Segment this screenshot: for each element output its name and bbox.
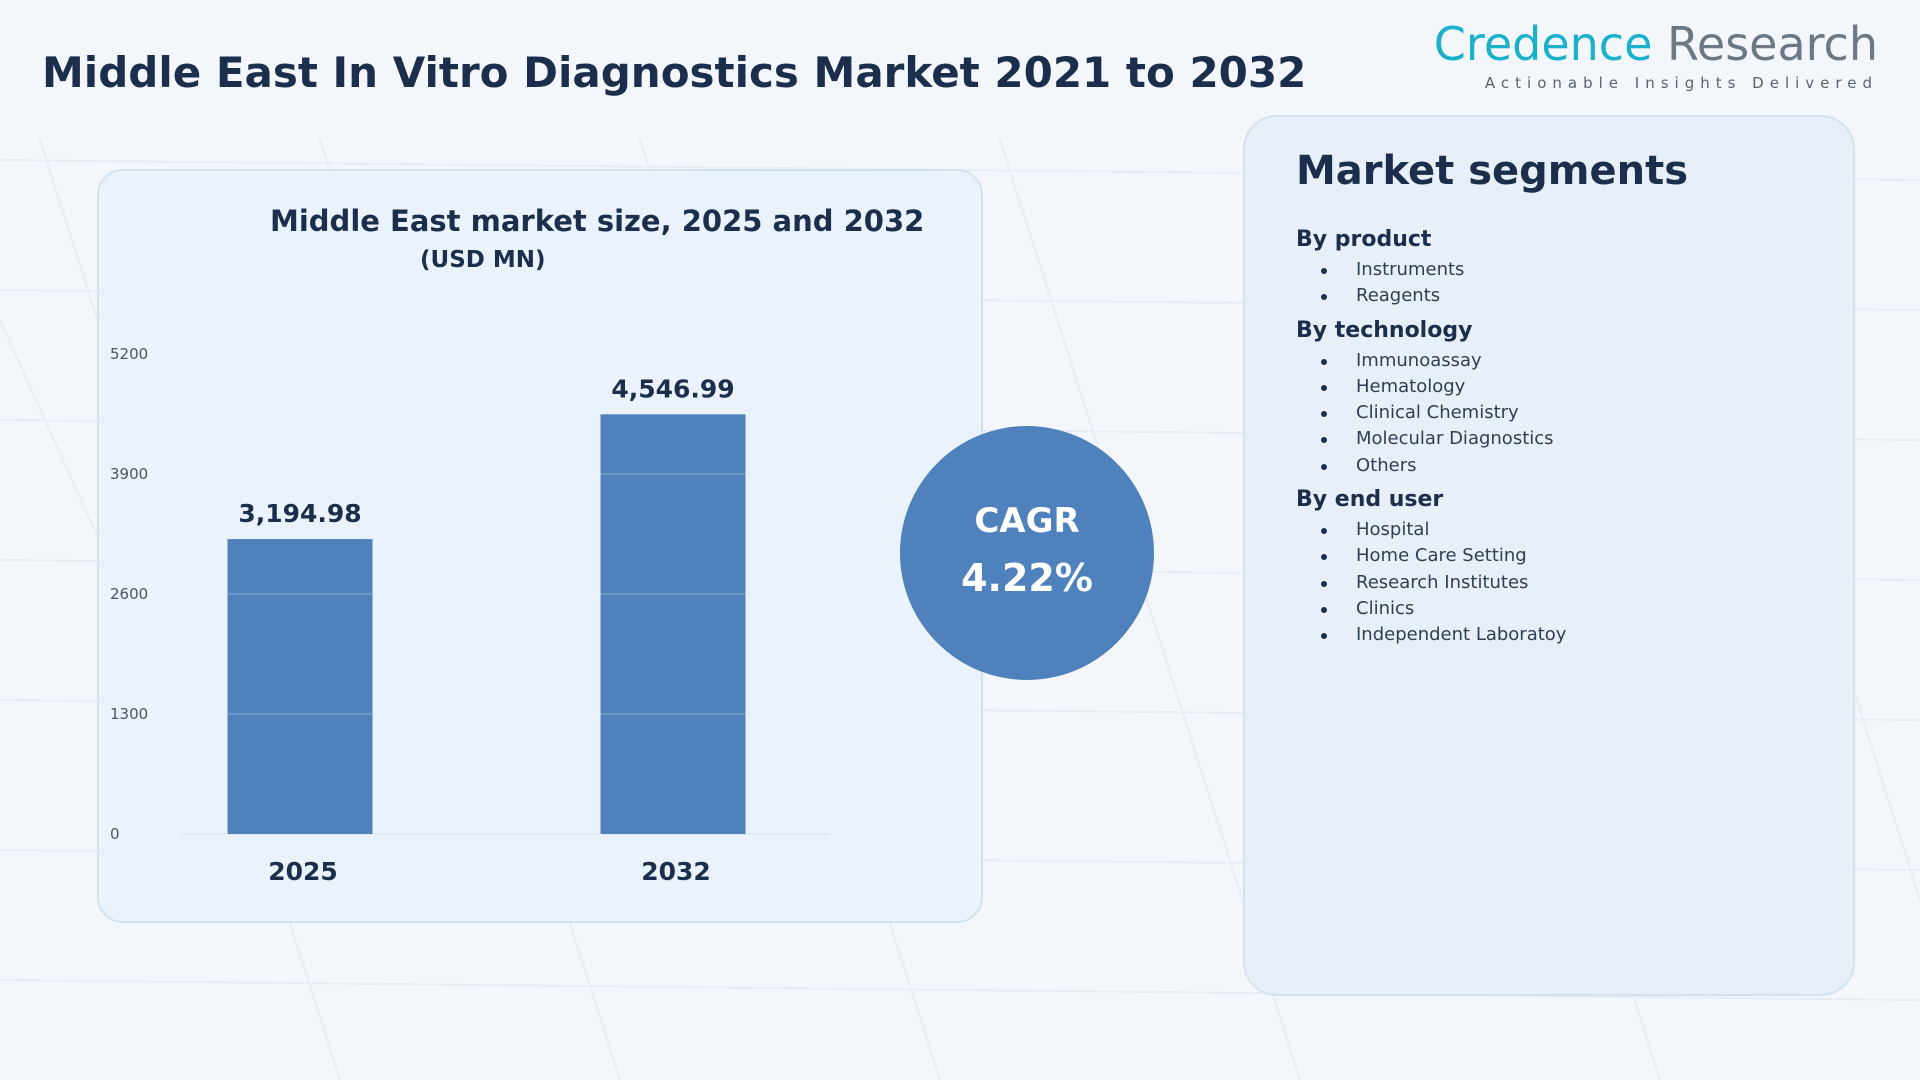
bullet-icon [1321,554,1327,561]
bar-value-label: 4,546.99 [611,374,734,403]
cagr-label: CAGR [974,501,1080,541]
segment-item: Home Care Setting [1296,543,1836,569]
segment-item: Others [1296,453,1836,479]
segment-group-title: By end user [1296,487,1444,513]
bullet-icon [1321,463,1327,470]
logo-name-part1: Credence [1433,17,1653,71]
segment-items: Instruments Reagents [1296,257,1836,310]
segment-item: Molecular Diagnostics [1296,426,1836,452]
bullet-icon [1321,606,1327,613]
bullet-icon [1321,411,1327,418]
label-layer: 0 1300 2600 3900 5200 3,194.98 2025 4,546.99 203… [110,345,735,886]
y-tick-label: 0 [110,825,120,843]
y-tick-label: 1300 [110,705,148,723]
segment-item-label: Molecular Diagnostics [1356,428,1554,450]
segment-items: Immunoassay Hematology Clinical Chemistr… [1296,348,1836,479]
segment-item-label: Clinical Chemistry [1356,402,1519,424]
segment-item-label: Hematology [1356,375,1466,397]
segment-item-label: Independent Laboratoy [1356,624,1567,646]
segment-item-label: Others [1356,454,1417,476]
segment-item: Research Institutes [1296,570,1836,596]
y-tick-label: 3900 [110,465,148,483]
segments-title: Market segments [1296,148,1689,194]
y-tick-label: 5200 [110,345,148,363]
logo-wordmark: Credence Research [1434,18,1878,70]
bullet-icon [1321,358,1327,365]
logo-tagline: Actionable Insights Delivered [1484,74,1878,92]
segments-card [1243,115,1855,996]
segment-item-label: Reagents [1356,285,1441,307]
segment-item-label: Hospital [1356,519,1430,541]
segment-item: Clinics [1296,596,1836,622]
segment-item: Immunoassay [1296,348,1836,374]
bullet-icon [1321,580,1327,587]
logo-name-part2: Research [1667,17,1878,71]
bullet-icon [1321,268,1327,274]
bullet-icon [1321,294,1327,301]
segment-item-label: Research Institutes [1356,571,1529,593]
page-title: Middle East In Vitro Diagnostics Market … [42,48,1307,97]
segment-group-product: By product Instruments Reagents [1296,225,1836,310]
bullet-icon [1321,384,1327,391]
chart-title: Middle East market size, 2025 and 2032 [270,204,925,238]
segment-items: Hospital Home Care Setting Research Inst… [1296,517,1836,648]
cagr-badge: CAGR 4.22% [900,426,1154,680]
bar-2025 [227,539,373,834]
segment-group-technology: By technology Immunoassay Hematology Cli… [1296,316,1836,479]
segment-group-title: By product [1296,227,1432,252]
segments-list: By product Instruments Reagents By techn… [1296,225,1836,655]
segment-item: Independent Laboratoy [1296,622,1836,648]
bullet-icon [1321,528,1327,535]
segment-group-end-user: By end user Hospital Home Care Setting R… [1296,485,1836,648]
x-tick-label: 2032 [641,857,711,886]
cagr-value: 4.22% [961,556,1093,600]
bullet-icon [1321,633,1327,640]
y-tick-label: 2600 [110,585,148,603]
bar-2032 [600,414,746,834]
segment-item-label: Immunoassay [1356,349,1482,371]
bar-value-label: 3,194.98 [238,499,361,528]
segment-item: Instruments [1296,257,1836,283]
x-tick-label: 2025 [268,857,338,886]
chart-subtitle: (USD MN) [420,247,546,273]
overlay-grid-layer [181,353,829,715]
segment-item-label: Clinics [1356,597,1415,619]
segment-item: Reagents [1296,283,1836,309]
segment-item: Hospital [1296,517,1836,543]
segment-item-label: Home Care Setting [1356,545,1527,567]
segment-item: Clinical Chemistry [1296,400,1836,426]
segment-item: Hematology [1296,374,1836,400]
bar-layer [227,414,746,834]
bullet-icon [1321,437,1327,444]
segment-group-title: By technology [1296,317,1473,343]
credence-research-logo: Credence Research Actionable Insights De… [1434,18,1878,92]
segment-item-label: Instruments [1356,259,1465,280]
